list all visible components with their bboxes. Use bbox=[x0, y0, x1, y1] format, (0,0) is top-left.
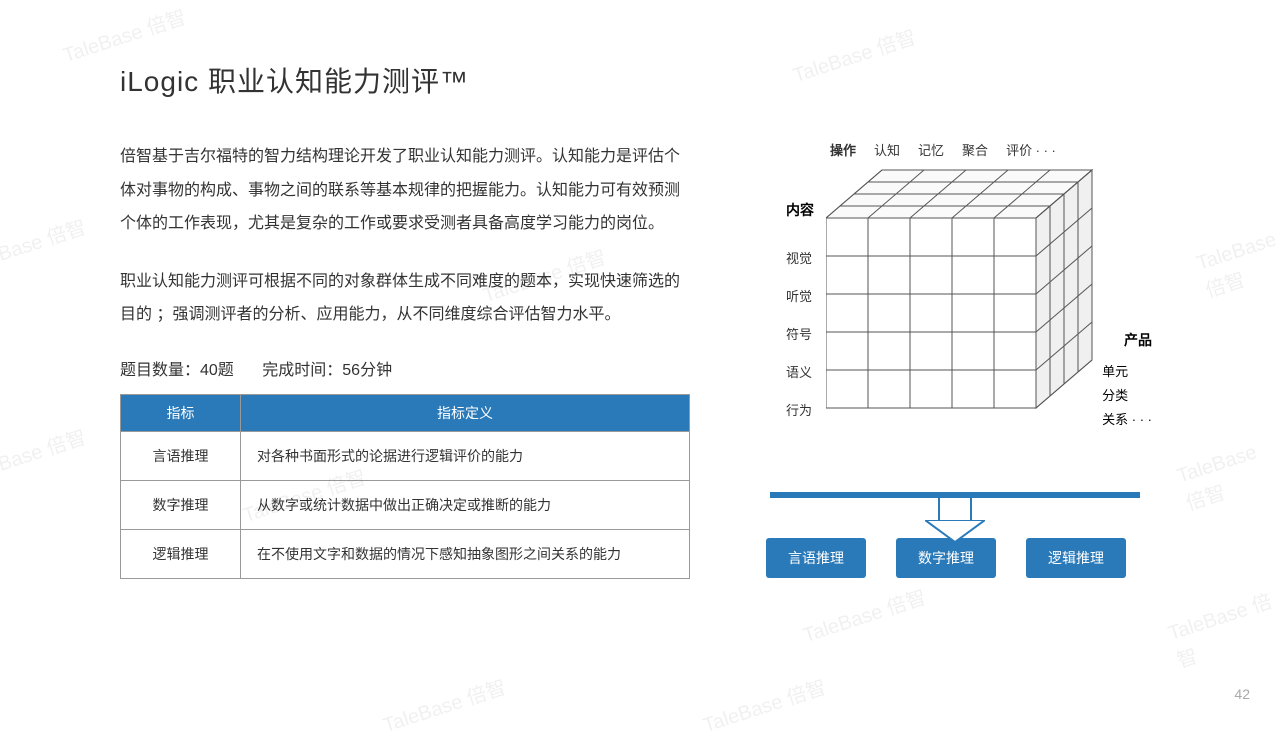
cube-right-header: 产品 bbox=[1124, 330, 1152, 350]
th-indicator: 指标 bbox=[121, 394, 241, 431]
cube-diagram: 操作 认知 记忆 聚合 评价 · · · 内容 视觉 听觉 符号 语义 行为 产… bbox=[740, 140, 1150, 480]
result-box: 数字推理 bbox=[896, 538, 996, 578]
cell-definition: 从数字或统计数据中做出正确决定或推断的能力 bbox=[241, 480, 690, 529]
cell-indicator: 逻辑推理 bbox=[121, 529, 241, 578]
left-column: 倍智基于吉尔福特的智力结构理论开发了职业认知能力测评。认知能力是评估个体对事物的… bbox=[120, 140, 690, 579]
cube-left-label: 听觉 bbox=[786, 278, 812, 316]
cube-top-label: 记忆 bbox=[918, 140, 944, 159]
arrow-bar bbox=[770, 492, 1140, 498]
cube-top-label: 聚合 bbox=[962, 140, 988, 159]
cube-left-label: 行为 bbox=[786, 392, 812, 430]
cube-top-label: 评价 · · · bbox=[1006, 140, 1056, 159]
completion-time: 完成时间：56分钟 bbox=[262, 362, 392, 379]
cube-left-header: 内容 bbox=[786, 200, 814, 220]
result-boxes: 言语推理 数字推理 逻辑推理 bbox=[766, 538, 1150, 578]
page-number: 42 bbox=[1234, 686, 1250, 702]
table-row: 逻辑推理 在不使用文字和数据的情况下感知抽象图形之间关系的能力 bbox=[121, 529, 690, 578]
meta-line: 题目数量：40题 完成时间：56分钟 bbox=[120, 356, 690, 380]
cube-top-labels: 操作 认知 记忆 聚合 评价 · · · bbox=[830, 140, 1056, 159]
slide: iLogic 职业认知能力测评™ 倍智基于吉尔福特的智力结构理论开发了职业认知能… bbox=[0, 0, 1280, 720]
cell-definition: 对各种书面形式的论据进行逻辑评价的能力 bbox=[241, 431, 690, 480]
page-title: iLogic 职业认知能力测评™ bbox=[120, 60, 1170, 100]
cell-definition: 在不使用文字和数据的情况下感知抽象图形之间关系的能力 bbox=[241, 529, 690, 578]
content-row: 倍智基于吉尔福特的智力结构理论开发了职业认知能力测评。认知能力是评估个体对事物的… bbox=[120, 140, 1170, 579]
indicator-table: 指标 指标定义 言语推理 对各种书面形式的论据进行逻辑评价的能力 数字推理 从数… bbox=[120, 394, 690, 579]
cell-indicator: 数字推理 bbox=[121, 480, 241, 529]
cube-left-label: 符号 bbox=[786, 316, 812, 354]
cell-indicator: 言语推理 bbox=[121, 431, 241, 480]
cube-left-labels: 视觉 听觉 符号 语义 行为 bbox=[786, 240, 812, 430]
paragraph-1: 倍智基于吉尔福特的智力结构理论开发了职业认知能力测评。认知能力是评估个体对事物的… bbox=[120, 140, 690, 241]
arrow-triangle-icon bbox=[925, 520, 985, 544]
arrow-body bbox=[938, 498, 972, 520]
cube-left-label: 语义 bbox=[786, 354, 812, 392]
paragraph-2: 职业认知能力测评可根据不同的对象群体生成不同难度的题本，实现快速筛选的目的 ；强… bbox=[120, 265, 690, 332]
cube-top-header: 操作 bbox=[830, 140, 856, 159]
cube-top-label: 认知 bbox=[874, 140, 900, 159]
question-count: 题目数量：40题 bbox=[120, 362, 234, 379]
result-box: 逻辑推理 bbox=[1026, 538, 1126, 578]
right-column: 操作 认知 记忆 聚合 评价 · · · 内容 视觉 听觉 符号 语义 行为 产… bbox=[740, 140, 1150, 579]
table-row: 数字推理 从数字或统计数据中做出正确决定或推断的能力 bbox=[121, 480, 690, 529]
cube-left-label: 视觉 bbox=[786, 240, 812, 278]
th-definition: 指标定义 bbox=[241, 394, 690, 431]
result-box: 言语推理 bbox=[766, 538, 866, 578]
table-row: 言语推理 对各种书面形式的论据进行逻辑评价的能力 bbox=[121, 431, 690, 480]
cube-svg bbox=[826, 158, 1126, 458]
